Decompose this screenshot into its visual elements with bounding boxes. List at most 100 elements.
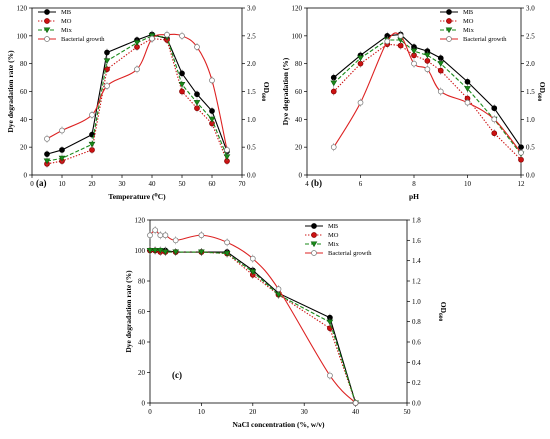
- x-tick-label: 20: [89, 180, 97, 188]
- data-point: [58, 155, 66, 162]
- x-tick-label: 50: [404, 408, 412, 416]
- y-tick-label: 60: [295, 88, 303, 96]
- data-point: [179, 70, 185, 77]
- y-tick-label: 80: [20, 60, 28, 68]
- panel-label: (c): [172, 370, 182, 380]
- chart-panel-2: 0 10 20 30 40 50 0 20 40 60 80 100 120 0.0 0.2 0.4 0.6 0.…: [124, 217, 448, 430]
- legend-entry: MB: [328, 223, 339, 230]
- y-tick-label: 20: [138, 369, 146, 377]
- data-point: [146, 247, 154, 254]
- x-tick-label: 20: [249, 408, 257, 416]
- y2-tick-label: 1.2: [412, 278, 421, 286]
- y-tick-label: 0: [299, 172, 303, 180]
- y-tick-label: 40: [20, 116, 28, 124]
- y2-axis-title: OD600: [260, 82, 271, 102]
- series-line: [333, 33, 522, 148]
- data-point: [326, 319, 334, 326]
- x-tick-label: 40: [352, 408, 360, 416]
- y2-tick-label: 2.0: [247, 60, 256, 68]
- data-point: [88, 141, 96, 148]
- panel-label: (a): [36, 178, 47, 188]
- series-line: [46, 35, 228, 162]
- y2-tick-label: 2.0: [526, 60, 535, 68]
- y2-axis-title: OD600: [437, 302, 448, 322]
- data-point: [133, 40, 141, 46]
- y2-tick-label: 0.6: [412, 339, 421, 347]
- data-point: [149, 35, 155, 42]
- x-tick-label: 10: [198, 408, 206, 416]
- data-point: [464, 78, 471, 85]
- y2-tick-label: 1.8: [412, 217, 421, 225]
- data-point: [410, 48, 418, 55]
- legend: MB MO Mix Bacterial growth: [38, 9, 105, 43]
- y-tick-label: 0: [24, 172, 28, 180]
- data-point: [198, 232, 205, 239]
- y-tick-label: 20: [20, 144, 28, 152]
- data-point: [330, 80, 338, 87]
- data-point: [491, 116, 498, 123]
- data-point: [156, 247, 164, 254]
- data-point: [43, 158, 51, 165]
- series-line: [333, 43, 522, 161]
- data-point: [424, 66, 431, 73]
- data-point: [437, 61, 445, 67]
- y-axis-title: Dye degradation rate (%): [6, 50, 15, 133]
- data-point: [59, 147, 65, 153]
- y2-tick-label: 1.5: [526, 88, 535, 96]
- y2-tick-label: 0.0: [412, 400, 421, 408]
- data-point: [44, 135, 50, 142]
- data-point: [209, 77, 215, 84]
- data-point: [194, 44, 200, 50]
- data-point: [224, 239, 230, 246]
- data-point: [178, 82, 186, 88]
- legend-entry: Mix: [463, 27, 475, 34]
- x-tick-label: 8: [412, 180, 416, 188]
- x-tick-label: 40: [149, 180, 157, 188]
- legend: MB MO Mix Bacterial growth: [305, 223, 372, 257]
- y-tick-label: 100: [292, 32, 303, 40]
- data-point: [134, 66, 140, 73]
- plot-frame: [149, 219, 408, 404]
- series-mix: [330, 36, 525, 159]
- legend-entry: MB: [463, 9, 474, 16]
- data-point: [249, 269, 257, 275]
- data-point: [275, 286, 282, 292]
- legend-entry: Bacterial growth: [328, 250, 372, 257]
- y-tick-label: 60: [138, 308, 146, 316]
- data-point: [352, 400, 359, 406]
- data-point: [104, 49, 110, 56]
- data-point: [209, 108, 215, 114]
- data-point: [411, 60, 417, 67]
- y2-tick-label: 1.5: [247, 88, 256, 96]
- y-tick-label: 0: [142, 400, 146, 408]
- legend-marker: [445, 27, 453, 34]
- x-tick-label: 60: [209, 180, 217, 188]
- legend-marker: [311, 232, 317, 238]
- data-point: [424, 52, 431, 59]
- y-tick-label: 100: [17, 32, 28, 40]
- data-point: [162, 249, 169, 256]
- y2-tick-label: 0.4: [412, 359, 421, 367]
- y2-tick-label: 1.0: [412, 298, 421, 306]
- y2-tick-label: 0.0: [526, 172, 535, 180]
- legend-entry: MO: [61, 18, 72, 25]
- y-tick-label: 120: [292, 5, 303, 13]
- data-point: [224, 147, 230, 153]
- y2-tick-label: 0.2: [412, 379, 421, 387]
- data-point: [157, 232, 164, 239]
- series-line: [46, 38, 228, 165]
- y2-tick-label: 2.5: [526, 32, 535, 40]
- plot-frame: [306, 7, 522, 176]
- chart-panel-1: 4 6 8 10 120204060801001200.00.51.01.52.02.5…: [281, 5, 547, 202]
- data-point: [327, 372, 333, 379]
- x-tick-label: 12: [518, 180, 526, 188]
- x-tick-label: 6: [359, 180, 363, 188]
- data-point: [104, 83, 110, 89]
- data-point: [179, 88, 185, 95]
- series-mo: [330, 40, 524, 164]
- y2-tick-label: 1.0: [247, 116, 256, 124]
- y-axis-title: Dye degradation (%): [281, 57, 290, 125]
- data-point: [147, 232, 153, 239]
- data-point: [164, 31, 170, 38]
- series-line: [333, 32, 522, 154]
